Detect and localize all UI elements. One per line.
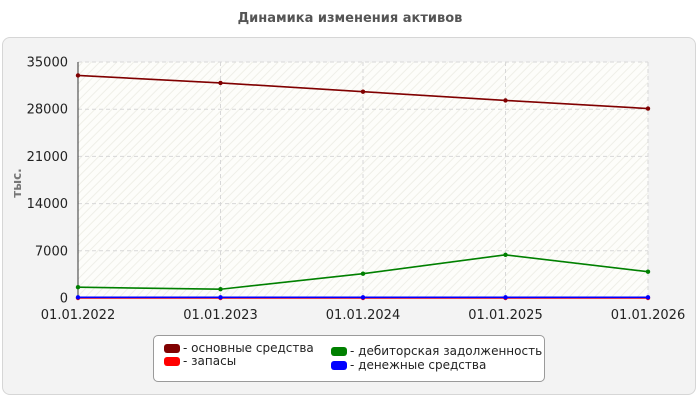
legend-swatch-receivables: [331, 346, 347, 356]
series-point-3: [360, 295, 366, 300]
series-point-2: [218, 287, 223, 292]
legend-swatch-fixed-assets: [164, 343, 180, 353]
series-point-0: [218, 80, 223, 86]
chart-title: Динамика изменения активов: [237, 11, 463, 26]
series-point-3: [503, 295, 508, 300]
series-point-2: [503, 252, 508, 258]
y-tick-label: 0: [60, 292, 68, 307]
series-point-2: [360, 271, 366, 276]
x-tick-label: 01.01.2026: [611, 308, 685, 323]
series-point-0: [360, 89, 366, 94]
y-tick-label: 14000: [27, 197, 68, 212]
y-tick-label: 35000: [27, 56, 68, 71]
legend-dash: -: [350, 344, 359, 358]
series-point-2: [75, 285, 81, 290]
legend-item-fixed-assets: - основные средства: [164, 341, 314, 355]
legend-dash: -: [183, 341, 192, 355]
x-tick-label: 01.01.2024: [326, 308, 400, 323]
legend-swatch-inventory: [164, 356, 180, 366]
y-tick-label: 7000: [35, 244, 68, 259]
x-tick-label: 01.01.2023: [183, 308, 257, 323]
legend-item-cash: - денежные средства: [331, 358, 486, 372]
series-point-3: [218, 295, 223, 300]
legend-swatch-cash: [331, 360, 347, 370]
legend-item-receivables: - дебиторская задолженность: [331, 344, 542, 358]
legend-item-inventory: - запасы: [164, 354, 236, 368]
legend-label-inventory: запасы: [191, 354, 237, 368]
y-tick-label: 21000: [27, 150, 68, 165]
legend-dash: -: [183, 354, 192, 368]
series-point-3: [645, 295, 651, 300]
series-point-3: [75, 295, 81, 300]
y-axis-label: тыс.: [10, 168, 24, 198]
x-tick-label: 01.01.2022: [41, 308, 115, 323]
series-point-0: [75, 73, 81, 78]
x-tick-label: 01.01.2025: [468, 308, 542, 323]
legend-label-cash: денежные средства: [358, 358, 487, 372]
legend: - основные средства - запасы - дебиторск…: [153, 335, 545, 382]
y-tick-label: 28000: [27, 103, 68, 118]
legend-dash: -: [350, 358, 359, 372]
legend-label-receivables: дебиторская задолженность: [358, 344, 543, 358]
series-point-2: [645, 269, 651, 274]
series-point-0: [503, 98, 508, 103]
series-point-0: [645, 106, 651, 111]
legend-label-fixed-assets: основные средства: [191, 341, 314, 355]
